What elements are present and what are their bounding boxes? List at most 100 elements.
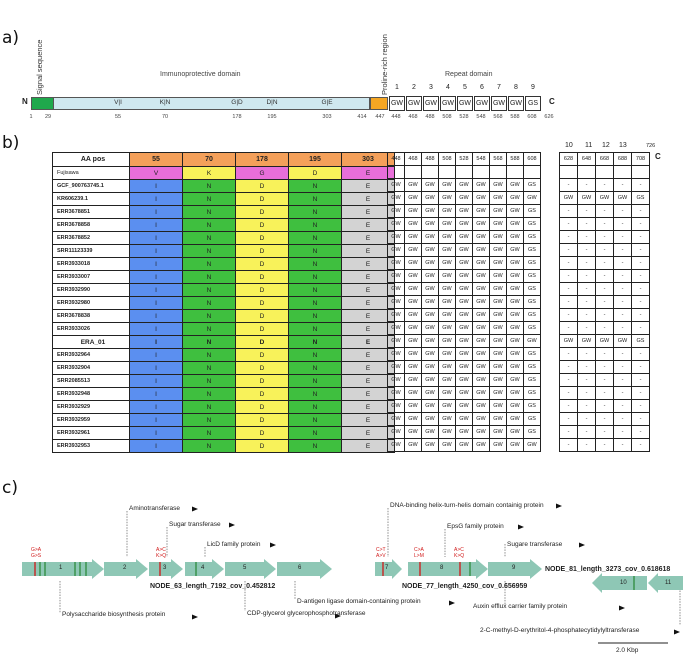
reference-residue: V	[129, 166, 183, 180]
repeat-domain-label: Repeat domain	[445, 71, 493, 78]
extension-cell: -	[595, 178, 614, 192]
gene-number: 1	[59, 565, 63, 571]
extension-cell: -	[631, 282, 650, 296]
repeat-cell: GW	[421, 334, 439, 348]
extension-cell: GW	[595, 334, 614, 348]
repeat-cell: GW	[438, 438, 456, 452]
extension-cell: -	[595, 321, 614, 335]
gene-number: 3	[163, 565, 167, 571]
repeat-cell: GW	[523, 191, 541, 205]
ext-position-header: 628	[559, 152, 578, 166]
repeat-cell: GW	[506, 347, 524, 361]
residue-cell: E	[341, 335, 395, 349]
repeat-number: 3	[429, 84, 433, 91]
repeat-cell: GW	[506, 256, 524, 270]
extension-cell: -	[631, 425, 650, 439]
repeat-cell: GW	[472, 308, 490, 322]
residue-cell: D	[235, 257, 289, 271]
repeat-table: 448 468 488 508 528 548 568 588 608 GW GW GW GW GW GW G…	[387, 152, 541, 452]
accession-name: ERR3678858	[52, 218, 130, 232]
panel-label-c: c)	[2, 478, 18, 498]
extension-cell: -	[631, 243, 650, 257]
residue-cell: N	[182, 270, 236, 284]
repeat-cell: GW	[404, 282, 422, 296]
aa-pos-header: AA pos	[52, 152, 130, 167]
residue-cell: I	[129, 426, 183, 440]
repeat-cell: GW	[455, 282, 473, 296]
residue-cell: N	[182, 244, 236, 258]
repeat-cell: GW	[523, 334, 541, 348]
extension-cell: -	[595, 243, 614, 257]
repeat-cell: GW	[404, 321, 422, 335]
reference-row	[559, 165, 650, 179]
proline-rich-bar	[370, 97, 388, 110]
snp-label: C>A L>M	[414, 547, 424, 559]
extension-cell: GS	[631, 191, 650, 205]
annotation-cdp-glycerol: CDP-glycerol glycerophosphotransferase	[247, 610, 366, 617]
residue-cell: E	[341, 257, 395, 271]
repeat-cell: GW	[421, 178, 439, 192]
gene-number: 7	[385, 565, 389, 571]
repeat-cell: GW	[472, 269, 490, 283]
table-row: ERR3932964 I N D N E	[52, 348, 395, 362]
repeat-cell: GW	[455, 308, 473, 322]
extension-cell: -	[577, 178, 596, 192]
repeat-position-header: 448	[387, 152, 405, 166]
extension-cell: -	[559, 204, 578, 218]
table-row: ERA_01 I N D N E	[52, 335, 395, 349]
repeat-cell: GW	[421, 347, 439, 361]
extension-cell: -	[559, 321, 578, 335]
repeat-cell: GW	[421, 269, 439, 283]
residue-cell: N	[182, 361, 236, 375]
extension-cell: -	[577, 217, 596, 231]
repeat-cell: GW	[387, 295, 405, 309]
extension-cell: -	[613, 243, 632, 257]
repeat-cell: GW	[455, 321, 473, 335]
repeat-cell: GW	[438, 412, 456, 426]
repeat-cell: GW	[404, 178, 422, 192]
extension-cell: -	[631, 412, 650, 426]
repeat-cell: GW	[404, 308, 422, 322]
position-tick: 55	[114, 114, 122, 120]
table-row: GW GW GW GW GW GW GW GW GS	[387, 230, 541, 244]
residue-cell: I	[129, 387, 183, 401]
repeat-cell: GW	[489, 178, 507, 192]
repeat-cell: GW	[455, 360, 473, 374]
repeat-cell: GW	[421, 321, 439, 335]
extension-cell: -	[559, 308, 578, 322]
repeat-cell: GS	[523, 256, 541, 270]
repeat-cell: GW	[387, 308, 405, 322]
residue-cell: I	[129, 218, 183, 232]
residue-cell: D	[235, 309, 289, 323]
repeat-cell: GW	[472, 230, 490, 244]
repeat-cell: GW	[404, 243, 422, 257]
extension-cell: -	[613, 399, 632, 413]
table-row: GW GW GW GW GW GW GW GW GS	[387, 295, 541, 309]
residue-cell: D	[235, 413, 289, 427]
table-row: ERR3932961 I N D N E	[52, 426, 395, 440]
extension-cell: -	[631, 295, 650, 309]
extension-cell: -	[595, 204, 614, 218]
accession-name: ERR3932959	[52, 413, 130, 427]
table-row: -----	[559, 230, 650, 244]
annotation-sugare-transferase: Sugare transferase	[507, 541, 563, 548]
table-row: GW GW GW GW GW GW GW GW GS	[387, 425, 541, 439]
extension-cell: -	[613, 269, 632, 283]
repeat-cell: GW	[455, 295, 473, 309]
repeat-cell: GW	[489, 243, 507, 257]
repeat-cell: GW	[421, 217, 439, 231]
repeat-cell: GW	[489, 386, 507, 400]
residue-cell: N	[182, 257, 236, 271]
extension-cell: -	[613, 217, 632, 231]
table-row: GW GW GW GW GW GW GW GW GS	[387, 204, 541, 218]
repeat-cell: GW	[421, 386, 439, 400]
table-row: -----	[559, 386, 650, 400]
repeat-cell: GW	[438, 178, 456, 192]
table-row: GW GW GW GW GW GW GW GW GW	[387, 438, 541, 452]
extension-cell: -	[631, 256, 650, 270]
residue-cell: D	[235, 231, 289, 245]
table-row: ERR3932953 I N D N E	[52, 439, 395, 453]
annotation-sugar-transferase: Sugar transferase	[169, 521, 221, 528]
repeat-cell: GW	[455, 425, 473, 439]
table-row: ERR3933018 I N D N E	[52, 257, 395, 271]
